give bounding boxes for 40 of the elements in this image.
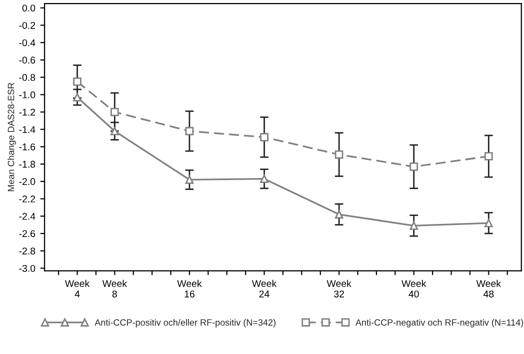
y-tick-label: 0.0: [22, 4, 36, 12]
point: [334, 210, 344, 219]
point: [334, 150, 344, 159]
point: [260, 133, 268, 142]
x-tick-label: Week 24: [252, 280, 277, 298]
legend-label: Anti-CCP-negativ och RF-negativ (N=114): [355, 319, 524, 328]
y-tick-label: -2.4: [19, 212, 36, 220]
y-tick-label: -3.0: [19, 264, 36, 272]
x-tick-label: Week 40: [402, 280, 426, 298]
y-tick-label: -0.8: [19, 74, 36, 81]
y-tick-label: -1.0: [19, 91, 36, 98]
y-tick-label: -2.8: [19, 248, 36, 254]
x-tick-label: Week 32: [326, 280, 352, 298]
y-tick-label: -1.8: [19, 160, 36, 168]
legend-label: Anti-CCP-positiv och/eller RF-positiv (N=342): [94, 319, 276, 328]
point: [185, 126, 194, 136]
point: [410, 222, 418, 230]
point: [73, 77, 82, 86]
x-tick-label: Week 4: [64, 280, 90, 298]
point: [110, 126, 119, 136]
point: [110, 108, 119, 116]
point: [410, 162, 418, 171]
x-tick-label: Week 16: [177, 280, 202, 298]
point: [484, 152, 493, 160]
point: [260, 174, 268, 183]
y-tick-label: -2.6: [19, 230, 36, 238]
y-tick-label: -0.4: [19, 39, 36, 46]
x-tick-label: Week 8: [102, 280, 128, 298]
y-tick-label: -1.6: [19, 143, 36, 150]
point: [73, 93, 82, 102]
y-tick-label: -0.2: [19, 22, 36, 29]
x-tick-label: Week 48: [476, 280, 502, 298]
y-axis-title: Mean Change DAS28-ESR: [8, 82, 16, 192]
y-tick-label: -2.2: [19, 196, 36, 202]
y-tick-label: -2.0: [19, 178, 36, 186]
point: [185, 176, 194, 184]
y-tick-label: -1.4: [19, 126, 36, 133]
point: [484, 218, 493, 228]
y-tick-label: -1.2: [19, 108, 36, 116]
y-tick-label: -0.6: [19, 56, 36, 64]
